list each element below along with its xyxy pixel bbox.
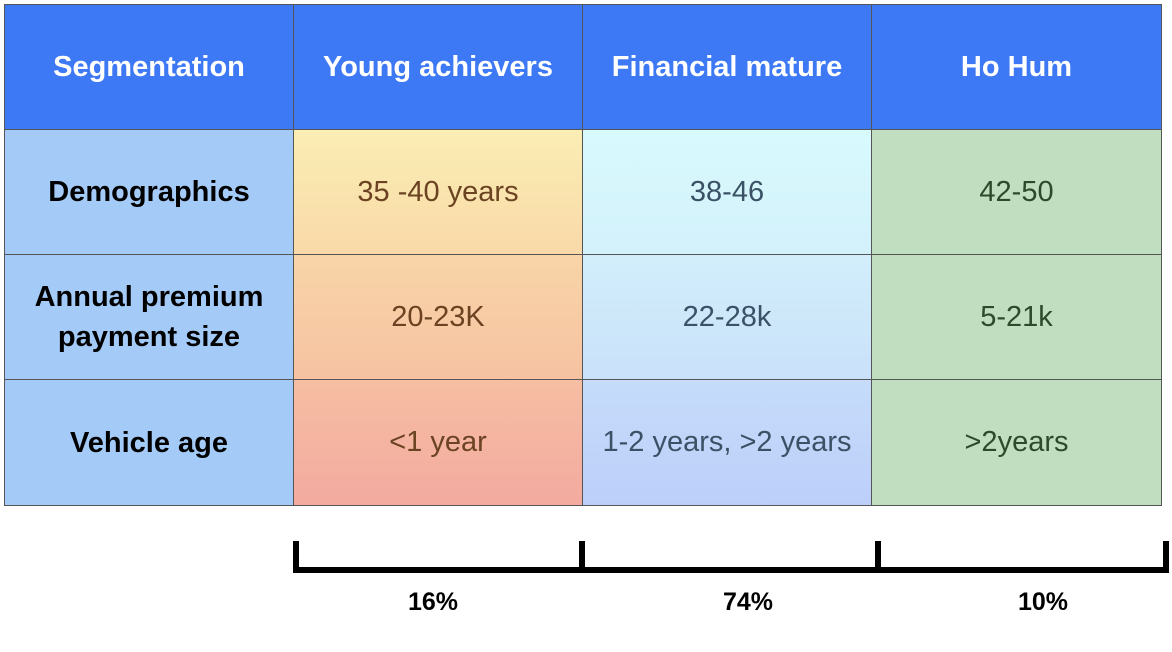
- bracket-young-achievers: [293, 541, 585, 573]
- bracket-ho-hum: [875, 541, 1169, 573]
- row-label-annual-premium: Annual premium payment size: [4, 255, 294, 380]
- cell-ho-hum-vehicle-age: >2years: [872, 380, 1162, 506]
- header-ho-hum: Ho Hum: [872, 4, 1162, 130]
- cell-young-achievers-demographics: 35 -40 years: [294, 130, 583, 255]
- header-young-achievers: Young achievers: [294, 4, 583, 130]
- share-financial-mature: 74%: [722, 588, 774, 616]
- row-label-demographics: Demographics: [4, 130, 294, 255]
- header-segmentation: Segmentation: [4, 4, 294, 130]
- segmentation-table: Segmentation Young achievers Financial m…: [4, 4, 1162, 506]
- cell-young-achievers-premium: 20-23K: [294, 255, 583, 380]
- cell-financial-mature-demographics: 38-46: [583, 130, 872, 255]
- cell-young-achievers-vehicle-age: <1 year: [294, 380, 583, 506]
- cell-financial-mature-premium: 22-28k: [583, 255, 872, 380]
- share-young-achievers: 16%: [407, 588, 459, 616]
- cell-ho-hum-demographics: 42-50: [872, 130, 1162, 255]
- cell-financial-mature-vehicle-age: 1-2 years, >2 years: [583, 380, 872, 506]
- bracket-financial-mature: [579, 541, 881, 573]
- header-financial-mature: Financial mature: [583, 4, 872, 130]
- cell-ho-hum-premium: 5-21k: [872, 255, 1162, 380]
- share-ho-hum: 10%: [1017, 588, 1069, 616]
- row-label-vehicle-age: Vehicle age: [4, 380, 294, 506]
